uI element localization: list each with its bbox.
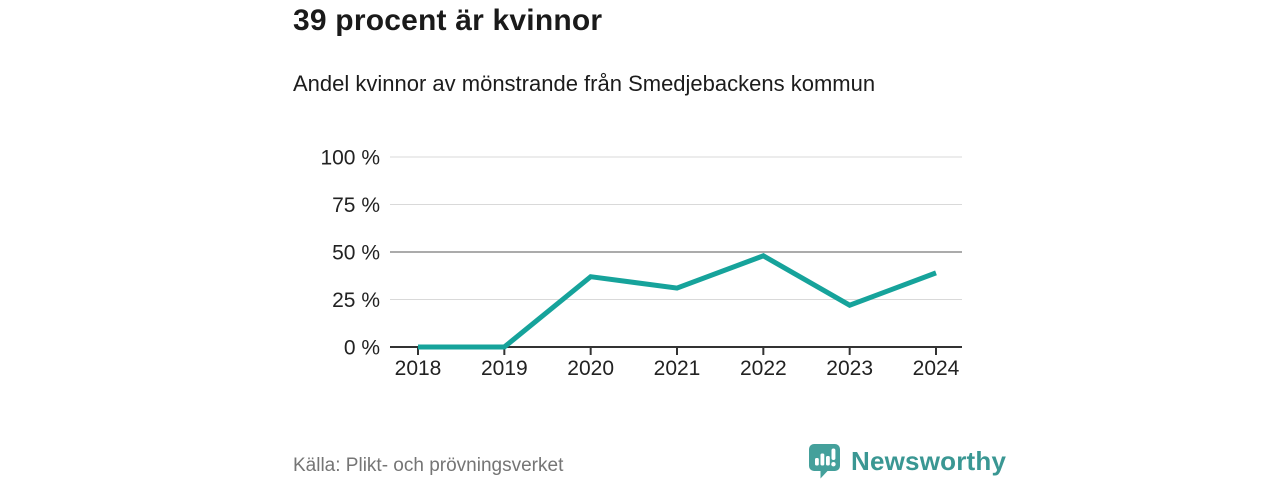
x-tick-label: 2018 bbox=[395, 357, 442, 380]
chart-subtitle: Andel kvinnor av mönstrande från Smedjeb… bbox=[293, 71, 876, 96]
y-tick-label: 75 % bbox=[332, 194, 380, 217]
line-chart: 0 % 25 % 50 % 75 % 100 % 2018 2019 2020 2021 2022… bbox=[280, 145, 970, 390]
x-tick-label: 2023 bbox=[826, 357, 873, 380]
newsworthy-logo[interactable]: Newsworthy bbox=[808, 443, 1006, 479]
y-tick-label: 100 % bbox=[320, 146, 380, 169]
y-tick-label: 0 % bbox=[344, 336, 380, 359]
x-tick-label: 2024 bbox=[913, 357, 960, 380]
newsworthy-icon bbox=[808, 443, 842, 479]
y-tick-label: 25 % bbox=[332, 289, 380, 312]
x-tick-label: 2021 bbox=[654, 357, 701, 380]
source-text: Källa: Plikt- och prövningsverket bbox=[293, 455, 564, 476]
y-tick-label: 50 % bbox=[332, 241, 380, 264]
x-tick-label: 2022 bbox=[740, 357, 787, 380]
page-title: 39 procent är kvinnor bbox=[293, 4, 603, 37]
x-tick-label: 2020 bbox=[567, 357, 614, 380]
newsworthy-wordmark: Newsworthy bbox=[851, 445, 1007, 476]
line-chart-svg: 0 % 25 % 50 % 75 % 100 % 2018 2019 2020 2021 2022… bbox=[320, 146, 962, 380]
x-tick-label: 2019 bbox=[481, 357, 528, 380]
data-line bbox=[418, 253, 937, 350]
